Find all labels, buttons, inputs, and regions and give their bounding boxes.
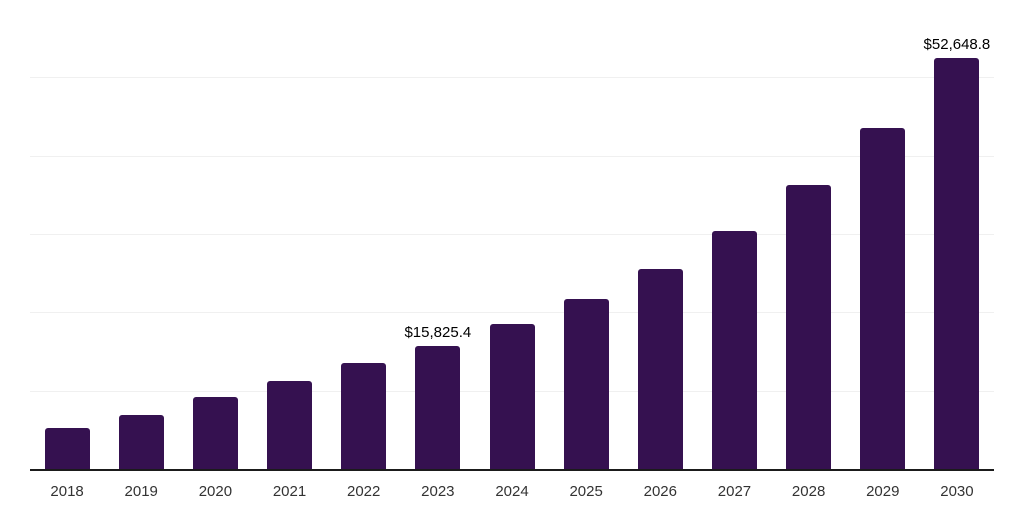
x-tick-label-2023: 2023 (421, 483, 455, 500)
x-tick-label-2018: 2018 (50, 483, 84, 500)
bar-2021 (267, 381, 313, 470)
bar-2019 (118, 415, 164, 470)
plot-area: $15,825.4 $52,648.8 (30, 0, 994, 470)
bar-2018 (44, 428, 90, 470)
x-tick-label-2025: 2025 (569, 483, 603, 500)
bar-2029 (860, 128, 906, 470)
bar-value-label-2030: $52,648.8 (923, 35, 991, 53)
bar-value-label-2023: $15,825.4 (404, 324, 472, 342)
bar-2030 (934, 57, 980, 470)
bar-2023 (415, 346, 461, 470)
bar-2028 (786, 184, 832, 470)
x-axis-labels: 2018 2019 2020 2021 2022 2023 2024 2025 2026 2027… (30, 471, 994, 511)
x-axis-line (30, 469, 994, 471)
x-tick-label-2022: 2022 (347, 483, 381, 500)
x-tick-label-2026: 2026 (643, 483, 677, 500)
x-tick-label-2024: 2024 (495, 483, 529, 500)
x-tick-label-2030: 2030 (940, 483, 974, 500)
gridline-20000 (30, 312, 994, 314)
bar-2025 (563, 299, 609, 470)
x-tick-label-2027: 2027 (717, 483, 752, 500)
bar-2022 (341, 363, 387, 470)
x-tick-label-2020: 2020 (198, 483, 233, 500)
x-tick-label-2028: 2028 (791, 483, 826, 500)
bar-2027 (711, 231, 757, 470)
x-tick-label-2019: 2019 (124, 483, 158, 500)
x-tick-label-2029: 2029 (866, 483, 900, 500)
gridline-30000 (30, 234, 994, 235)
bar-2024 (489, 324, 535, 470)
x-tick-label-2021: 2021 (272, 483, 307, 500)
bar-2020 (192, 397, 238, 470)
gridline-50000 (30, 77, 994, 79)
gridline-40000 (30, 155, 994, 157)
bar-2026 (637, 268, 683, 470)
